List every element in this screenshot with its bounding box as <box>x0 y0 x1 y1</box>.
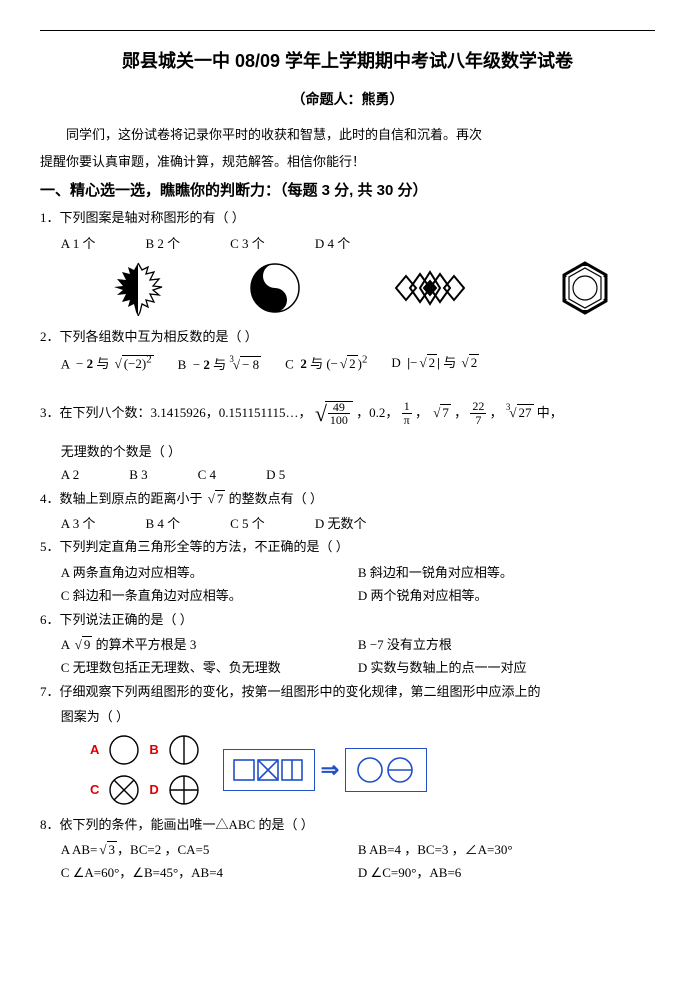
q6-options: A 9 的算术平方根是 3 B −7 没有立方根 C 无理数包括正无理数、零、负… <box>40 633 655 680</box>
q2-opt-d: D |−2| 与 2 <box>391 351 479 376</box>
q2-opt-b: B − 2 与 3− 8 <box>178 351 262 376</box>
q3-text-a: 3．在下列八个数：3.1415926，0.151151115…， <box>40 405 312 420</box>
q4-options: A 3 个 B 4 个 C 5 个 D 无数个 <box>40 512 655 535</box>
q4-text-b: 的整数点有（ ） <box>229 491 323 506</box>
q3-stem: 3．在下列八个数：3.1415926，0.151151115…， 49100 ，… <box>40 399 655 428</box>
q2-stem: 2．下列各组数中互为相反数的是（ ） <box>40 325 655 348</box>
q7-figures: A B C D <box>40 733 655 807</box>
sqrt7-icon: 7 <box>440 404 451 420</box>
blue-box-squares-icon <box>223 749 315 791</box>
q1-opt-c: C 3 个 <box>230 232 265 255</box>
q7-transform: ⇒ <box>223 748 427 792</box>
page-title: 郧县城关一中 08/09 学年上学期期中考试八年级数学试卷 <box>40 45 655 77</box>
q4-stem: 4．数轴上到原点的距离小于 7 的整数点有（ ） <box>40 487 655 510</box>
top-rule <box>40 30 655 31</box>
q4-opt-d: D 无数个 <box>315 512 367 535</box>
section-heading: 一、精心选一选，瞧瞧你的判断力：（每题 3 分, 共 30 分） <box>40 177 655 204</box>
q7-option-circles: A B C D <box>90 733 201 807</box>
q4-sqrt7-icon: 7 <box>215 490 226 506</box>
q7-stem: 7．仔细观察下列两组图形的变化，按第一组图形中的变化规律，第二组图形中应添上的 <box>40 680 655 703</box>
q4-opt-a: A 3 个 <box>61 512 96 535</box>
leaf-icon <box>111 260 165 316</box>
q5-opt-d: D 两个锐角对应相等。 <box>358 584 655 607</box>
q3-text-f: 中， <box>537 405 563 420</box>
hexagon-icon <box>556 259 614 317</box>
q3-opt-d: D 5 <box>266 463 285 486</box>
q7-label-a: A <box>90 738 99 761</box>
q7-label-c: C <box>90 778 99 801</box>
q5-stem: 5．下列判定直角三角形全等的方法，不正确的是（ ） <box>40 535 655 558</box>
q1-opt-a: A 1 个 <box>61 232 96 255</box>
frac-1-pi-icon: 1π <box>402 400 412 426</box>
yinyang-icon <box>247 260 303 316</box>
q5-opt-c: C 斜边和一条直角边对应相等。 <box>61 584 358 607</box>
q1-opt-b: B 2 个 <box>145 232 180 255</box>
rhombus-pattern-icon <box>386 268 474 308</box>
q6-opt-b: B −7 没有立方根 <box>358 633 655 656</box>
q8-opt-d: D ∠C=90°，AB=6 <box>358 861 655 884</box>
q1-stem: 1．下列图案是轴对称图形的有（ ） <box>40 206 655 229</box>
q3-opt-a: A 2 <box>61 463 79 486</box>
q6-opt-d: D 实数与数轴上的点一一对应 <box>358 656 655 679</box>
q6-opt-a: A 9 的算术平方根是 3 <box>61 633 358 656</box>
subtitle: （命题人：熊勇） <box>40 87 655 112</box>
q4-opt-c: C 5 个 <box>230 512 265 535</box>
q4-opt-b: B 4 个 <box>145 512 180 535</box>
intro-line-1: 同学们，这份试卷将记录你平时的收获和智慧，此时的自信和沉着。再次 <box>40 123 655 146</box>
q8-opt-b: B AB=4 ，BC=3 ，∠A=30° <box>358 838 655 861</box>
q3-opt-b: B 3 <box>129 463 147 486</box>
intro-line-2: 提醒你要认真审题，准确计算，规范解答。相信你能行！ <box>40 150 655 173</box>
q8-stem: 8．依下列的条件，能画出唯一△ABC 的是（ ） <box>40 813 655 836</box>
q1-figures <box>40 255 655 325</box>
frac-22-7-icon: 227 <box>470 400 486 426</box>
q3-opt-c: C 4 <box>198 463 216 486</box>
cbrt27-icon: 27 <box>517 404 534 420</box>
q3-text-e: ， <box>490 405 503 420</box>
q2-options: A − 2 与 (−2)2 B − 2 与 3− 8 C 2 与 (−2)2 D… <box>40 351 655 376</box>
q7-circle-d-icon <box>167 773 201 807</box>
q1-options: A 1 个 B 2 个 C 3 个 D 4 个 <box>40 232 655 255</box>
q3-text-b: ，0.2， <box>356 405 398 420</box>
q2-opt-a: A − 2 与 (−2)2 <box>61 351 154 376</box>
q7-circle-a-icon <box>107 733 141 767</box>
q7-label-b: B <box>149 738 158 761</box>
q2-opt-c: C 2 与 (−2)2 <box>285 351 367 376</box>
q5-opt-a: A 两条直角边对应相等。 <box>61 561 358 584</box>
q7-circle-b-icon <box>167 733 201 767</box>
blue-box-circles-icon <box>345 748 427 792</box>
q8-opt-c: C ∠A=60°，∠B=45°，AB=4 <box>61 861 358 884</box>
q5-opt-b: B 斜边和一锐角对应相等。 <box>358 561 655 584</box>
q6-opt-c: C 无理数包括正无理数、零、负无理数 <box>61 656 358 679</box>
q4-text-a: 4．数轴上到原点的距离小于 <box>40 491 206 506</box>
q8-options: A AB=3，BC=2 ，CA=5 B AB=4 ，BC=3 ，∠A=30° C… <box>40 838 655 885</box>
q3-options: A 2 B 3 C 4 D 5 <box>40 463 655 486</box>
sqrt-49-100-icon: 49100 <box>315 401 353 428</box>
q7-circle-c-icon <box>107 773 141 807</box>
q3-text-c: ， <box>415 405 428 420</box>
q8-opt-a: A AB=3，BC=2 ，CA=5 <box>61 838 358 861</box>
q1-opt-d: D 4 个 <box>315 232 350 255</box>
q6-stem: 6．下列说法正确的是（ ） <box>40 608 655 631</box>
q7-label-d: D <box>149 778 158 801</box>
q3-line2: 无理数的个数是（ ） <box>40 440 655 463</box>
q3-text-d: ， <box>454 405 467 420</box>
q7-stem-2: 图案为（ ） <box>40 705 655 728</box>
arrow-right-icon: ⇒ <box>321 750 339 790</box>
q5-options: A 两条直角边对应相等。 B 斜边和一锐角对应相等。 C 斜边和一条直角边对应相… <box>40 561 655 608</box>
